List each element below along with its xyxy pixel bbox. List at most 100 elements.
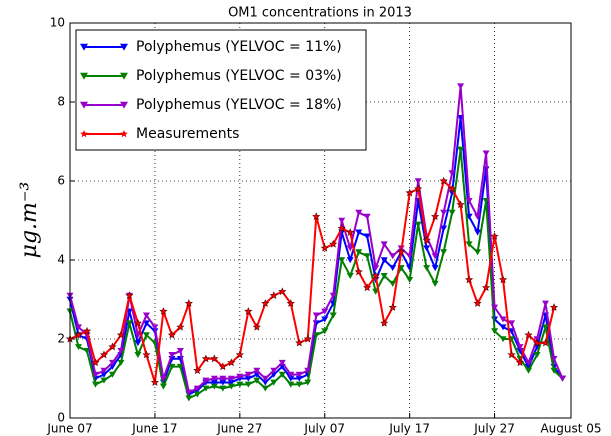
- data-point: [329, 312, 337, 319]
- data-point: [303, 334, 312, 343]
- data-point: [559, 375, 567, 382]
- data-point: [515, 358, 525, 367]
- data-point: [499, 336, 507, 343]
- data-point: [108, 342, 117, 351]
- data-point: [431, 265, 439, 272]
- data-point: [83, 348, 91, 354]
- data-point: [532, 338, 542, 347]
- data-point: [338, 217, 346, 224]
- data-point: [108, 371, 116, 378]
- data-point: [422, 235, 431, 244]
- data-point: [134, 340, 142, 347]
- data-point: [431, 280, 439, 287]
- data-point: [337, 224, 346, 232]
- legend-marker: [80, 101, 88, 109]
- data-point: [321, 316, 329, 323]
- data-point: [363, 213, 371, 220]
- data-point: [389, 253, 397, 260]
- legend-marker: [80, 43, 88, 51]
- data-point: [363, 233, 371, 240]
- data-point: [219, 375, 227, 382]
- data-point: [457, 83, 465, 90]
- data-point: [389, 265, 397, 272]
- data-point: [134, 332, 142, 339]
- data-point: [542, 300, 550, 307]
- data-point: [159, 383, 167, 390]
- data-point: [541, 338, 550, 347]
- data-point: [405, 188, 414, 197]
- legend-marker: [120, 43, 128, 51]
- data-point: [227, 358, 236, 367]
- data-point: [278, 371, 286, 378]
- legend-marker: [120, 130, 128, 138]
- data-point: [295, 375, 303, 382]
- data-point: [414, 221, 422, 228]
- data-point: [406, 276, 414, 283]
- data-point: [439, 176, 448, 185]
- data-point: [100, 377, 108, 384]
- data-point: [270, 379, 278, 386]
- x-tick-label: July 17: [388, 422, 430, 436]
- data-point: [380, 257, 388, 264]
- data-point: [448, 209, 456, 216]
- data-point: [74, 330, 83, 339]
- data-point: [176, 363, 184, 370]
- data-point: [304, 379, 312, 386]
- data-point: [448, 184, 457, 193]
- data-point: [389, 280, 397, 287]
- data-point: [457, 146, 465, 153]
- data-point: [201, 354, 210, 363]
- data-point: [270, 367, 278, 374]
- data-point: [482, 150, 490, 157]
- data-point: [354, 267, 363, 276]
- data-point: [474, 229, 482, 236]
- legend-marker: [80, 72, 88, 80]
- data-point: [440, 249, 448, 256]
- plot-frame: [69, 22, 572, 419]
- data-point: [278, 359, 286, 366]
- data-point: [533, 352, 541, 358]
- data-point: [355, 249, 363, 256]
- data-point: [287, 381, 295, 388]
- data-point: [406, 253, 414, 260]
- data-point: [235, 350, 244, 359]
- data-point: [278, 287, 287, 296]
- data-point: [491, 328, 499, 335]
- data-point: [218, 362, 227, 371]
- data-point: [82, 326, 92, 335]
- series-line: [69, 179, 555, 383]
- data-point: [304, 367, 312, 374]
- legend-marker: [120, 72, 128, 80]
- data-point: [338, 257, 346, 264]
- data-point: [431, 253, 439, 260]
- data-point: [380, 241, 388, 248]
- data-point: [516, 344, 524, 351]
- data-point: [219, 385, 227, 392]
- data-point: [355, 229, 363, 236]
- data-point: [185, 395, 193, 402]
- data-point: [236, 373, 244, 380]
- data-point: [423, 245, 431, 252]
- x-tick-label: June 27: [216, 422, 262, 436]
- y-tick-label: 8: [57, 95, 65, 109]
- data-point: [549, 303, 559, 311]
- data-point: [287, 371, 295, 378]
- data-point: [287, 375, 295, 382]
- data-point: [227, 379, 235, 386]
- data-point: [91, 371, 99, 378]
- data-point: [202, 377, 210, 384]
- data-point: [355, 209, 363, 216]
- legend-marker: [80, 130, 88, 138]
- data-point: [414, 184, 423, 193]
- data-point: [320, 243, 329, 252]
- legend-label: Polyphemus (YELVOC = 11%): [136, 39, 342, 55]
- data-point: [465, 241, 473, 248]
- data-point: [185, 389, 193, 396]
- data-point: [193, 391, 201, 398]
- data-point: [261, 385, 269, 392]
- data-point: [176, 322, 185, 331]
- x-tick-label: June 17: [131, 422, 177, 436]
- data-point: [542, 324, 550, 331]
- data-point: [168, 352, 176, 358]
- data-point: [423, 265, 431, 272]
